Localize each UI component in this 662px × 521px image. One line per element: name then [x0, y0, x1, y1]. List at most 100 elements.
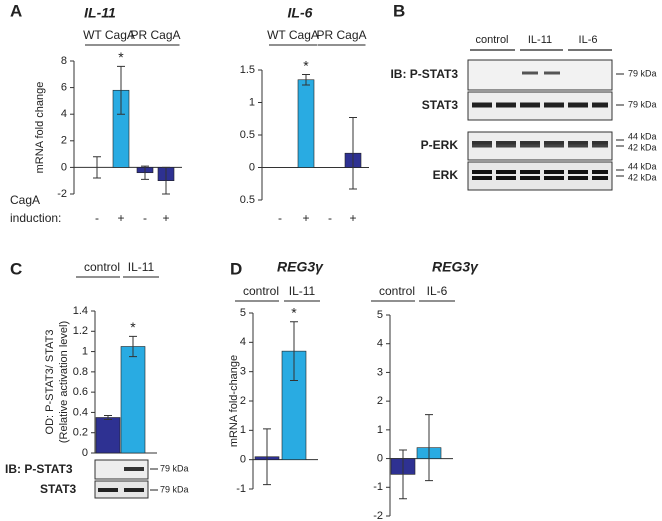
y-tick-label: 0 — [240, 454, 246, 466]
chart-title: IL-11 — [84, 5, 116, 21]
x-axis-label: CagA — [10, 193, 40, 207]
annotation: * — [130, 319, 136, 335]
bar — [95, 417, 121, 454]
y-tick-label: 2 — [377, 395, 383, 407]
y-tick-label: 2 — [61, 135, 67, 147]
bar — [297, 79, 315, 168]
size-label: 79 kDa — [160, 463, 189, 473]
y-tick-label: 5 — [240, 307, 246, 319]
y-tick-label: -2 — [373, 510, 383, 521]
y-tick-label: 1.5 — [240, 64, 255, 76]
y-tick-label: 4 — [240, 336, 246, 348]
error-bar — [93, 156, 101, 179]
lane-label: IL-6 — [579, 34, 598, 46]
y-tick-label: 1 — [240, 424, 246, 436]
y-tick-label: 3 — [377, 366, 383, 378]
error-bar — [104, 414, 112, 421]
x-tick-label: + — [162, 211, 169, 225]
y-axis-label: mRNA fold-change — [228, 355, 240, 447]
panel-label: C — [10, 259, 22, 278]
blot-b: control IL-11 IL-6 IB: P-STAT3 STAT3 P-E… — [390, 34, 657, 191]
annotation: * — [291, 305, 297, 321]
size-label: 44 kDa — [628, 161, 657, 171]
y-tick-label: 0.4 — [73, 406, 88, 418]
x-axis-label: induction: — [10, 211, 61, 225]
x-tick-label: + — [117, 211, 124, 225]
annotation: * — [118, 49, 124, 65]
group-label: WT CagA — [267, 28, 319, 42]
y-tick-label: 0.5 — [240, 194, 255, 206]
row-label: P-ERK — [421, 138, 459, 152]
y-tick-label: 1 — [377, 424, 383, 436]
size-label: 79 kDa — [628, 68, 657, 78]
y-axis-label: mRNA fold change — [34, 82, 46, 174]
lane-label: control — [475, 34, 508, 46]
group-label: WT CagA — [83, 28, 135, 42]
y-tick-label: 1 — [82, 345, 88, 357]
x-tick-label: control — [379, 284, 415, 298]
y-tick-label: 2 — [240, 395, 246, 407]
lane-label: IL-11 — [528, 34, 552, 46]
chart-title: REG3γ — [432, 259, 479, 275]
error-bar — [117, 65, 125, 115]
size-label: 79 kDa — [160, 484, 189, 494]
error-bar — [302, 74, 310, 86]
row-label: STAT3 — [422, 98, 459, 112]
x-tick-label: - — [95, 211, 99, 225]
bar — [120, 346, 146, 454]
y-tick-label: 0.6 — [73, 386, 88, 398]
x-tick-label: control — [84, 260, 120, 274]
y-tick-label: -1 — [373, 481, 383, 493]
panel-label: A — [10, 1, 22, 20]
row-label: IB: P-STAT3 — [5, 462, 73, 476]
x-tick-label: IL-11 — [128, 260, 155, 274]
x-tick-label: IL-11 — [289, 284, 316, 298]
y-tick-label: 0 — [82, 447, 88, 459]
y-tick-label: 3 — [240, 366, 246, 378]
error-bar — [141, 165, 149, 180]
size-label: 44 kDa — [628, 131, 657, 141]
y-tick-label: 0 — [61, 161, 67, 173]
x-tick-label: IL-6 — [427, 284, 448, 298]
y-axis-label: OD: P-STAT3/ STAT3 — [44, 330, 56, 435]
error-bar — [263, 428, 271, 486]
x-tick-label: + — [349, 211, 356, 225]
y-tick-label: 4 — [377, 338, 383, 350]
y-tick-label: 0 — [249, 161, 255, 173]
y-tick-label: 0.2 — [73, 427, 88, 439]
y-tick-label: 1.2 — [73, 325, 88, 337]
panel-label: D — [230, 259, 242, 278]
x-tick-label: - — [278, 211, 282, 225]
y-tick-label: 1.4 — [73, 305, 88, 317]
y-axis-label: (Relative activation level) — [58, 321, 70, 443]
y-tick-label: 1 — [249, 96, 255, 108]
error-bar — [399, 449, 407, 500]
row-label: ERK — [433, 168, 459, 182]
y-tick-label: -1 — [236, 483, 246, 495]
y-tick-label: 0 — [377, 452, 383, 464]
annotation: * — [303, 57, 309, 73]
chart-title: REG3γ — [277, 259, 324, 275]
x-tick-label: - — [143, 211, 147, 225]
y-tick-label: 0.5 — [240, 129, 255, 141]
panel-label: B — [393, 1, 405, 20]
chart-title: IL-6 — [288, 5, 313, 21]
size-label: 42 kDa — [628, 172, 657, 182]
x-tick-label: control — [243, 284, 279, 298]
y-tick-label: 6 — [61, 82, 67, 94]
y-tick-label: 4 — [61, 108, 67, 120]
error-bar — [425, 414, 433, 482]
y-tick-label: -2 — [57, 188, 67, 200]
blot-c: IB: P-STAT3 STAT3 79 kDa 79 kDa — [5, 459, 189, 499]
size-label: 42 kDa — [628, 142, 657, 152]
row-label: IB: P-STAT3 — [390, 67, 458, 81]
size-label: 79 kDa — [628, 99, 657, 109]
row-label: STAT3 — [40, 482, 77, 496]
error-bar — [349, 116, 357, 190]
error-bar — [162, 166, 170, 195]
error-bar — [129, 335, 137, 358]
y-tick-label: 8 — [61, 55, 67, 67]
x-tick-label: + — [302, 211, 309, 225]
y-tick-label: 5 — [377, 309, 383, 321]
